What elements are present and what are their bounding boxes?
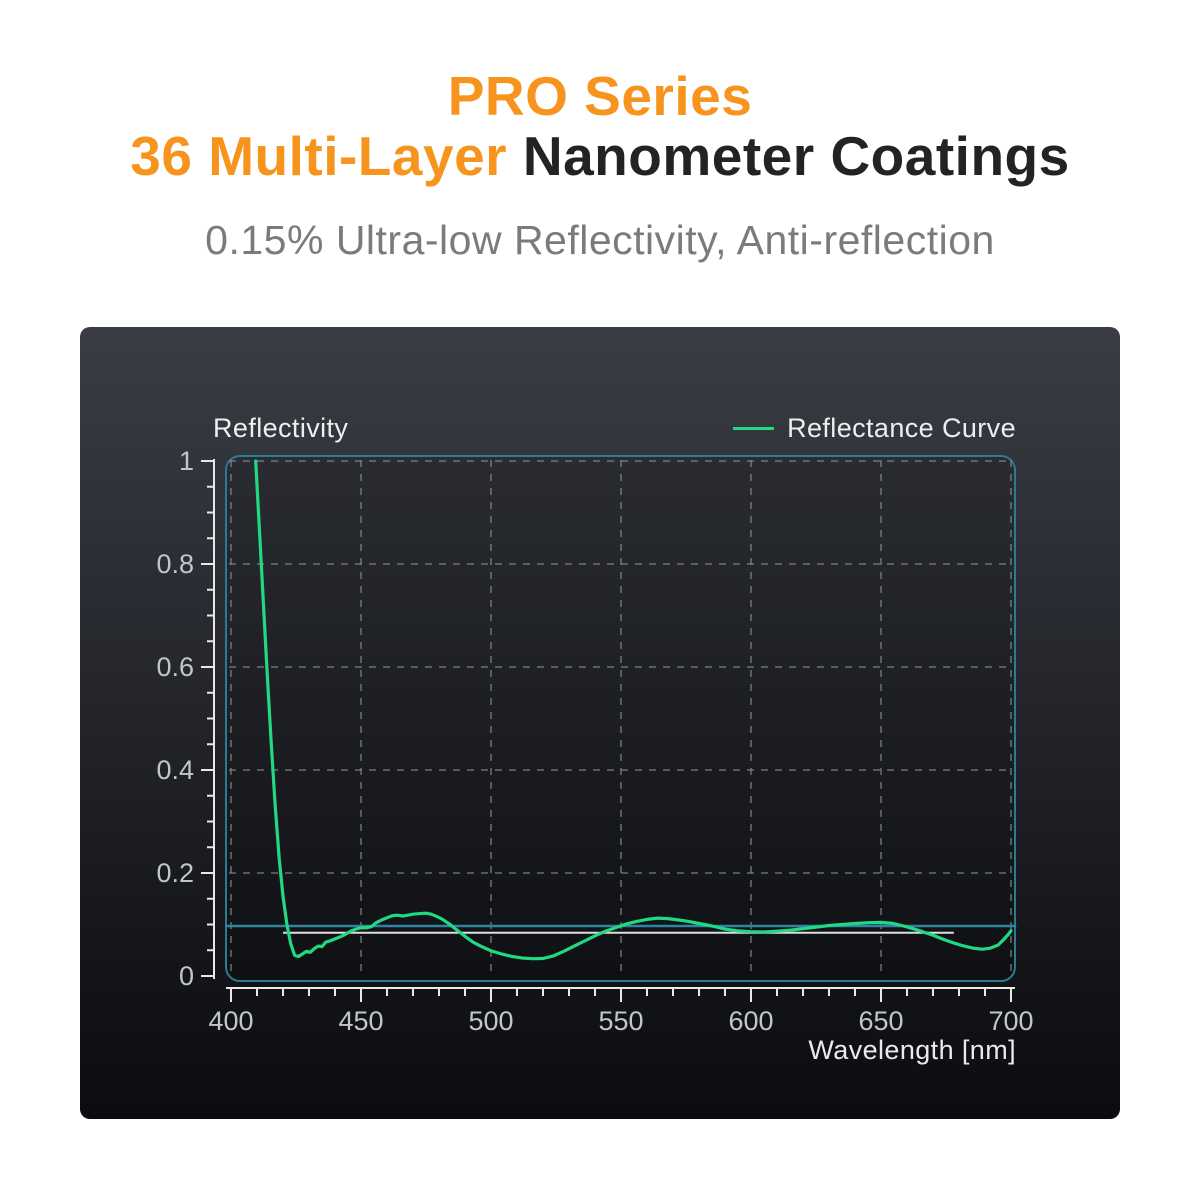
x-axis xyxy=(226,987,1015,1002)
svg-text:650: 650 xyxy=(858,1006,903,1036)
svg-text:450: 450 xyxy=(338,1006,383,1036)
legend-line-swatch xyxy=(733,427,775,430)
title-line-2: 36 Multi-Layer Nanometer Coatings xyxy=(0,126,1200,186)
svg-text:500: 500 xyxy=(468,1006,513,1036)
svg-text:600: 600 xyxy=(728,1006,773,1036)
reflectance-chart-svg: 0 0.2 0.4 0.6 0.8 1 400 450 500 550 600 650 700 xyxy=(156,446,1033,1036)
title-nanometer-coatings: Nanometer Coatings xyxy=(522,125,1070,187)
x-axis-title: Wavelength [nm] xyxy=(808,1035,1016,1065)
svg-text:0.4: 0.4 xyxy=(156,755,194,785)
svg-text:400: 400 xyxy=(208,1006,253,1036)
subtitle: 0.15% Ultra-low Reflectivity, Anti-refle… xyxy=(205,217,995,263)
svg-text:1: 1 xyxy=(179,446,194,476)
y-axis-title: Reflectivity xyxy=(213,413,349,443)
svg-text:0.8: 0.8 xyxy=(156,549,194,579)
svg-text:0: 0 xyxy=(179,961,194,991)
reflectance-curve xyxy=(254,459,1013,961)
title-multilayer-highlight: 36 Multi-Layer xyxy=(130,125,508,187)
svg-text:550: 550 xyxy=(598,1006,643,1036)
legend-label: Reflectance Curve xyxy=(787,413,1016,443)
legend: Reflectance Curve xyxy=(733,413,1016,444)
y-tick-labels: 0 0.2 0.4 0.6 0.8 1 xyxy=(156,446,194,991)
y-axis xyxy=(201,459,215,979)
svg-text:700: 700 xyxy=(988,1006,1033,1036)
title-line-1: PRO Series xyxy=(0,66,1200,126)
grid-lines xyxy=(229,460,1012,978)
x-tick-labels: 400 450 500 550 600 650 700 xyxy=(208,1006,1033,1036)
chart-panel: 0 0.2 0.4 0.6 0.8 1 400 450 500 550 600 650 700 Refl… xyxy=(80,327,1120,1119)
svg-text:0.2: 0.2 xyxy=(156,858,194,888)
svg-text:0.6: 0.6 xyxy=(156,652,194,682)
title-pro-series: PRO Series xyxy=(447,65,753,127)
